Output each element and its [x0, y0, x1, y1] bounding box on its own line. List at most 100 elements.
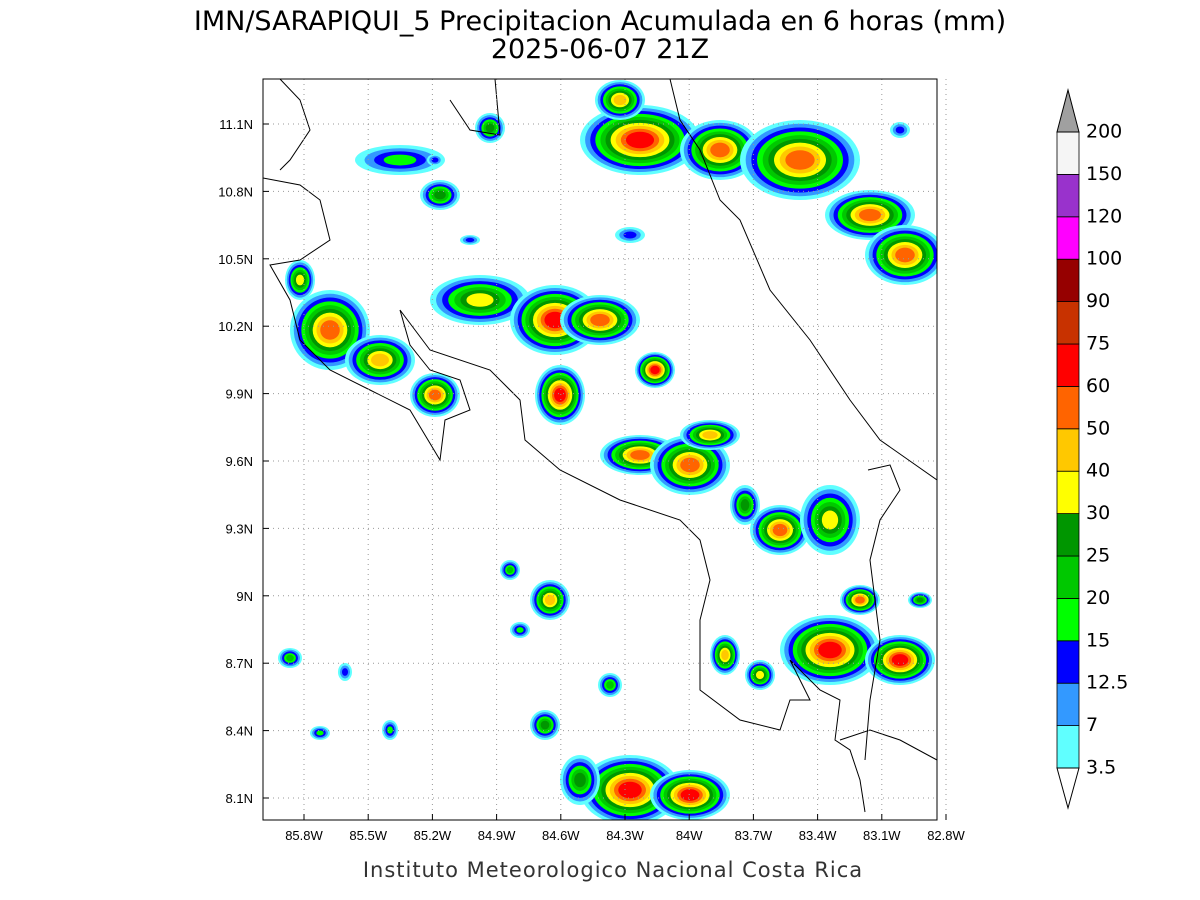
colorbar-label: 200 [1086, 121, 1122, 143]
precip-area [465, 237, 475, 243]
precip-area [650, 365, 660, 375]
colorbar-label: 12.5 [1086, 672, 1128, 694]
precip-area [506, 566, 514, 574]
lat-tick-label: 10.5N [218, 252, 253, 267]
precip-area [785, 150, 815, 170]
precip-area [895, 247, 915, 263]
map-frame [262, 78, 938, 821]
colorbar-bin [1056, 216, 1080, 260]
colorbar-bin [1056, 555, 1080, 599]
precip-area [320, 320, 340, 340]
precip-area [341, 668, 349, 676]
colorbar-bin [1056, 470, 1080, 515]
precip-area [387, 726, 393, 734]
subtitle: 2025-06-07 21Z [491, 34, 709, 65]
border [669, 79, 937, 481]
precip-area [434, 190, 446, 200]
precip-area [613, 94, 627, 106]
colorbar-label: 7 [1086, 714, 1098, 736]
colorbar-label: 20 [1086, 587, 1110, 609]
precip-area [554, 387, 566, 403]
colorbar-label: 25 [1086, 545, 1110, 567]
lat-tick-label: 8.1N [226, 791, 253, 806]
precip-area [895, 126, 905, 134]
precip-area [755, 670, 765, 680]
lat-tick-label: 9N [236, 589, 253, 604]
lat-tick-label: 9.6N [226, 454, 253, 469]
colorbar-label: 30 [1086, 502, 1110, 524]
colorbar-label: 15 [1086, 629, 1110, 651]
precip-area [544, 311, 566, 329]
precip-area [821, 510, 839, 530]
colorbar-bin [1056, 301, 1080, 345]
precip-area [295, 274, 305, 286]
lat-tick-label: 8.4N [226, 724, 253, 739]
colorbar-label: 60 [1086, 375, 1110, 397]
precip-area [625, 131, 655, 149]
footer: Instituto Meteorologico Nacional Costa R… [363, 858, 863, 882]
lon-tick-label: 83.4W [799, 828, 837, 843]
precip-area [680, 457, 700, 473]
colorbar-over [1056, 88, 1080, 133]
coastline [263, 177, 866, 813]
precip-area [383, 154, 417, 166]
colorbar-label: 50 [1086, 417, 1110, 439]
border [449, 79, 501, 136]
colorbar-bin [1056, 173, 1080, 218]
lat-tick-label: 9.3N [226, 521, 253, 536]
precip-area [818, 641, 842, 659]
graticule [263, 79, 947, 820]
colorbar-bin [1056, 640, 1080, 684]
lat-tick-label: 11.1N [219, 117, 253, 132]
colorbar-under [1056, 767, 1080, 810]
precip-area [859, 208, 881, 222]
precip-area [623, 231, 637, 239]
colorbar-label: 3.5 [1086, 757, 1116, 779]
precip-area [466, 293, 494, 307]
lon-tick-label: 82.8W [927, 828, 965, 843]
colorbar-bin [1056, 682, 1080, 727]
precip-area [485, 123, 495, 133]
precip-area [371, 353, 389, 367]
coastline [279, 79, 311, 171]
lat-tick-label: 10.8N [218, 184, 253, 199]
colorbar-bin [1056, 598, 1080, 642]
precip-area [891, 654, 909, 666]
precip-area [316, 730, 324, 736]
colorbar: 3.5 7 12.5 15 20 25 30 40 50 60 75 90 100 120 150 200 [1056, 88, 1128, 810]
precip-area [618, 781, 642, 799]
precip-area [590, 313, 610, 327]
colorbar-label: 90 [1086, 290, 1110, 312]
precip-area [428, 389, 442, 401]
precip-area [431, 157, 439, 163]
colorbar-bin [1056, 513, 1080, 557]
colorbar-bin [1056, 343, 1080, 387]
precipitation-field [278, 80, 937, 820]
colorbar-bin [1056, 428, 1080, 472]
precip-area [286, 654, 294, 662]
precip-area [855, 596, 865, 604]
coastlines [263, 79, 937, 813]
lon-tick-label: 84.9W [478, 828, 516, 843]
lon-tick-label: 84W [676, 828, 703, 843]
colorbar-bin [1056, 725, 1080, 769]
title: IMN/SARAPIQUI_5 Precipitacion Acumulada … [194, 6, 1006, 37]
lon-tick-label: 84.6W [542, 828, 580, 843]
precip-area [740, 499, 750, 511]
colorbar-bin [1056, 385, 1080, 430]
lon-tick-label: 83.1W [863, 828, 901, 843]
lon-tick-label: 85.2W [414, 828, 452, 843]
precip-area [540, 720, 550, 730]
lat-tick-label: 9.9N [226, 387, 253, 402]
precip-area [630, 450, 650, 460]
precip-area [710, 142, 730, 158]
precip-area [721, 649, 729, 661]
lon-tick-label: 84.3W [606, 828, 644, 843]
colorbar-label: 100 [1086, 248, 1122, 270]
lon-tick-label: 83.7W [735, 828, 773, 843]
border [864, 464, 901, 761]
colorbar-label: 150 [1086, 163, 1122, 185]
precip-area [574, 772, 586, 788]
